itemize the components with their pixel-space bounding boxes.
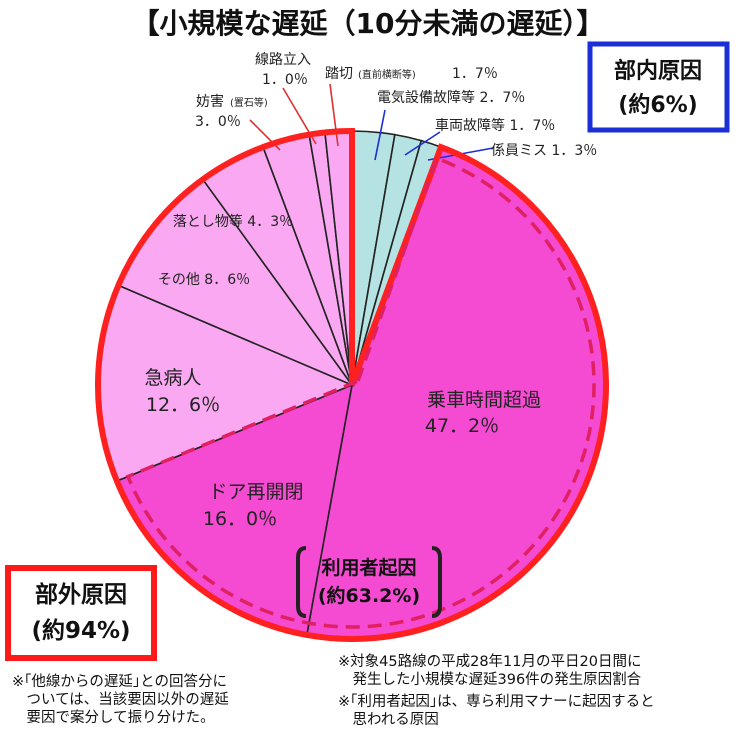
slice-label-sharyo: 車両故障等 1．7％ <box>435 117 555 134</box>
user-caused-value: (約63.2%) <box>318 584 420 607</box>
slice-label-joshajikan-name: 乗車時間超過 <box>427 389 541 411</box>
slice-label-sonota: その他 8．6％ <box>158 272 250 288</box>
footnote-right-2: ※｢利用者起因｣は、専ら利用マナーに起因すると 思われる原因 <box>338 694 655 728</box>
slice-label-fumikiri-name: 踏切 <box>325 66 353 82</box>
external-cause-title: 部外原因 <box>35 581 127 608</box>
slice-label-kyubyo-value: 12．6％ <box>146 394 220 416</box>
leader-line-sharyo <box>404 131 441 156</box>
external-cause-box: 部外原因 (約94%) <box>5 565 157 661</box>
slice-label-door-name: ドア再開閉 <box>208 481 303 503</box>
internal-cause-value: (約6%) <box>618 92 697 118</box>
user-caused-annotation: 利用者起因 (約63.2%) <box>296 546 442 618</box>
chart-title: 【小規模な遅延（10分未満の遅延）】 <box>132 7 605 40</box>
slice-label-denki: 電気設備故障等 2．7％ <box>377 89 525 106</box>
internal-cause-box: 部内原因 (約6%) <box>587 41 730 133</box>
slice-label-senro-name: 線路立入 <box>255 52 311 68</box>
leader-line-denki <box>374 109 386 161</box>
slice-label-bogai-small: (置石等) <box>230 96 268 109</box>
slice-label-fumikiri-small: (直前横断等) <box>358 68 416 81</box>
user-caused-group-outline <box>125 156 596 629</box>
slice-label-kakariin: 係員ミス 1．3％ <box>491 143 597 159</box>
slice-label-door-value: 16．0％ <box>203 508 277 530</box>
slice-label-bogai-value: 3．0％ <box>195 114 241 130</box>
leader-line-fumikiri <box>329 83 339 147</box>
internal-cause-title: 部内原因 <box>614 58 702 84</box>
user-caused-title: 利用者起因 <box>321 557 416 579</box>
external-cause-value: (約94%) <box>31 617 130 644</box>
slice-label-kyubyo-name: 急病人 <box>144 367 201 389</box>
slice-label-bogai-name: 妨害 <box>196 94 224 110</box>
slice-label-joshajikan-value: 47．2％ <box>425 415 499 437</box>
slice-label-fumikiri-value: 1．7％ <box>452 66 498 82</box>
slice-label-senro-value: 1．0％ <box>262 72 308 88</box>
footnote-right-1: ※対象45路線の平成28年11月の平日20日間に 発生した小規模な遅延396件の… <box>338 654 642 688</box>
slice-label-otoshimono: 落とし物等 4．3％ <box>173 213 293 230</box>
footnote-left: ※｢他線からの遅延｣との回答分に ついては、当該要因以外の遅延 要因で案分して振… <box>12 674 229 726</box>
external-group-outline <box>95 127 609 642</box>
